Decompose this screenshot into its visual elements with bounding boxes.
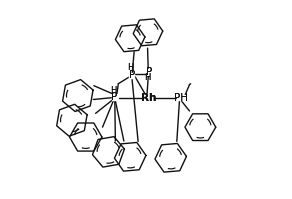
Text: H: H bbox=[145, 73, 151, 82]
Text: H: H bbox=[110, 86, 117, 95]
Text: P: P bbox=[111, 92, 117, 102]
Text: Rh: Rh bbox=[141, 93, 157, 102]
Bar bbox=[129, 73, 134, 78]
Bar bbox=[177, 95, 185, 100]
Bar bbox=[147, 69, 152, 75]
Bar bbox=[112, 94, 117, 100]
Text: H: H bbox=[127, 63, 133, 72]
Text: P: P bbox=[146, 67, 153, 77]
Text: H: H bbox=[110, 86, 117, 95]
Bar bbox=[144, 94, 154, 101]
Text: PH: PH bbox=[173, 93, 187, 102]
Text: P: P bbox=[111, 92, 117, 102]
Text: P: P bbox=[129, 70, 135, 80]
Text: P: P bbox=[146, 67, 153, 77]
Text: H: H bbox=[145, 73, 151, 82]
Text: Rh: Rh bbox=[141, 93, 157, 102]
Text: PH: PH bbox=[173, 93, 187, 102]
Text: P: P bbox=[129, 70, 135, 80]
Text: H: H bbox=[127, 63, 133, 72]
